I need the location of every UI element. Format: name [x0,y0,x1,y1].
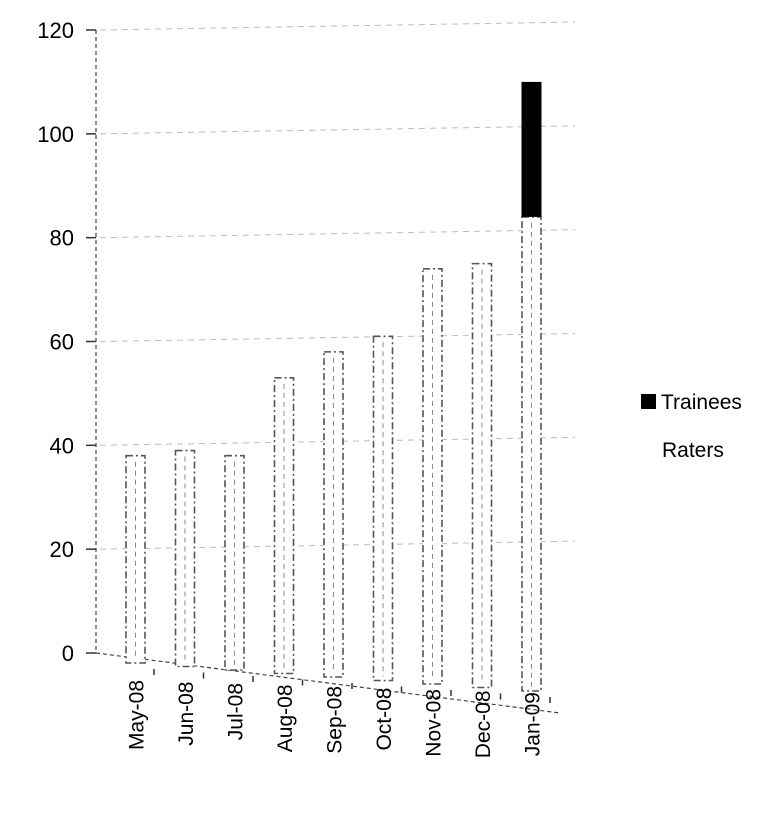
y-tick-label: 80 [50,226,74,251]
gridline [99,333,576,342]
x-category-label: Nov-08 [423,689,446,757]
x-category-label: Dec-08 [472,691,495,759]
y-tick-label: 100 [37,122,74,147]
label-layer: May-08 Jun-08 Jul-08 Aug-08 Sep-08 Oct-08 Nov-… [126,680,545,758]
legend-label-raters: Raters [662,439,724,462]
y-tick-label: 120 [37,18,74,43]
bar-raters [125,454,146,664]
bar-layer [125,81,542,692]
x-category-label: Jan-09 [522,692,545,756]
gridline [99,21,576,31]
gridline [99,436,576,446]
x-axis-line [95,652,561,714]
bar-raters [521,216,542,692]
legend-swatch-trainees [641,394,656,409]
y-tick-label: 0 [62,641,74,666]
x-category-label: Jul-08 [225,683,248,740]
gridline [99,125,576,135]
x-category-label: May-08 [126,680,149,750]
axis-layer: 0 20 40 60 80 100 120 [37,18,561,714]
bar-trainees [521,81,542,217]
gridline [99,229,576,239]
x-category-label: Oct-08 [373,688,396,751]
y-tick-label: 20 [50,537,74,562]
y-tick-label: 60 [50,330,74,355]
y-tick-label: 40 [50,433,74,458]
x-category-label: Jun-08 [175,682,198,746]
x-category-label: Sep-08 [324,686,347,754]
bar-raters [471,262,493,689]
legend-label-trainees: Trainees [661,391,742,414]
bar-raters [273,377,295,675]
legend: Trainees Raters [641,391,742,462]
x-category-label: Aug-08 [274,685,297,753]
